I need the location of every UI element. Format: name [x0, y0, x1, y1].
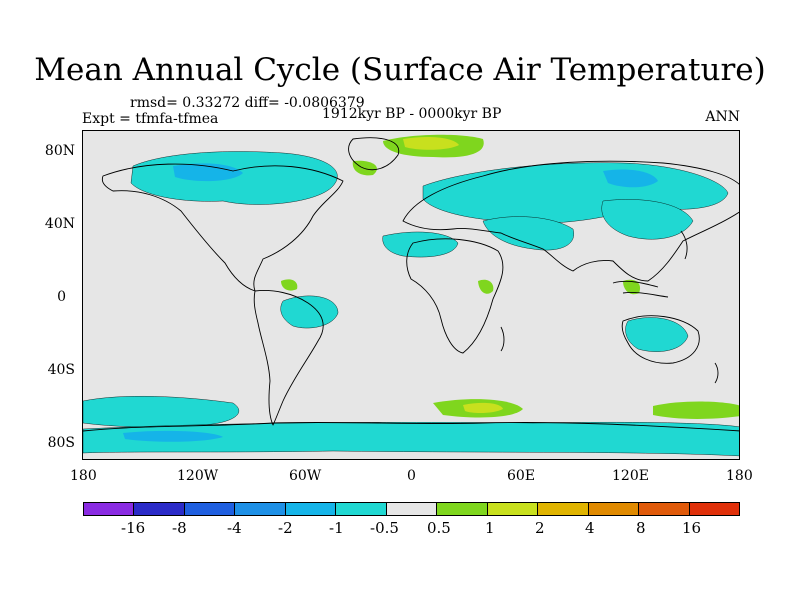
colorbar-segment-1 — [83, 502, 135, 516]
colorbar-label-1: -16 — [121, 519, 146, 537]
lon-tick-0: 0 — [407, 468, 416, 484]
anomaly-sahara — [382, 231, 459, 258]
period-label: 1912kyr BP - 0000kyr BP — [322, 106, 502, 122]
chart-title: Mean Annual Cycle (Surface Air Temperatu… — [34, 52, 766, 88]
warm-anomaly-south-pacific — [653, 401, 739, 419]
colorbar-segment-2 — [133, 502, 185, 516]
stats-line: rmsd= 0.33272 diff= -0.0806379 — [130, 95, 365, 111]
warm-anomaly-maritime — [623, 279, 641, 295]
colorbar-segment-4 — [234, 502, 286, 516]
strong-cool-antarctic — [123, 430, 223, 442]
coast-indonesia — [612, 280, 669, 298]
coast-australia — [621, 315, 700, 364]
lat-tick-0: 0 — [57, 289, 66, 305]
colorbar-label-2: -8 — [172, 519, 187, 537]
season-label: ANN — [705, 109, 740, 125]
strong-warm-arctic — [403, 137, 459, 150]
coast-africa — [406, 238, 504, 354]
coast-new-zealand — [714, 362, 719, 384]
coastlines — [83, 137, 739, 432]
coast-greenland — [348, 137, 400, 171]
strong-cool-regions — [123, 163, 658, 442]
map-plot-area — [82, 130, 740, 460]
coast-north-america — [101, 163, 344, 292]
experiment-label: Expt = tfmfa-tfmea — [82, 111, 219, 127]
colorbar-label-11: 8 — [636, 519, 646, 537]
lat-tick-40n: 40N — [44, 216, 75, 232]
colorbar-segment-9 — [486, 502, 539, 516]
strong-warm-south-indian — [463, 402, 503, 414]
coast-eurasia — [402, 160, 739, 282]
colorbar-segment-11 — [587, 502, 640, 516]
colorbar — [83, 502, 741, 516]
colorbar-label-12: 16 — [682, 519, 702, 537]
lon-tick-180e: 180 — [726, 468, 753, 484]
colorbar-segment-8 — [436, 502, 488, 516]
coast-south-america — [253, 290, 324, 426]
colorbar-segment-7 — [385, 502, 438, 516]
lon-tick-120e: 120E — [612, 468, 649, 484]
colorbar-label-10: 4 — [585, 519, 595, 537]
warm-anomaly-south-america — [281, 279, 298, 291]
coast-madagascar — [500, 326, 505, 352]
strong-cool-siberia — [603, 169, 658, 188]
warm-anomaly-central-africa — [478, 279, 494, 294]
colorbar-label-5: -1 — [329, 519, 344, 537]
lon-tick-60w: 60W — [289, 468, 322, 484]
colorbar-label-6: -0.5 — [370, 519, 399, 537]
strong-cool-arctic — [173, 163, 243, 182]
anomaly-australia — [625, 317, 689, 352]
map-svg — [83, 131, 739, 459]
lat-tick-40s: 40S — [47, 362, 75, 378]
lat-tick-80s: 80S — [47, 435, 75, 451]
lon-tick-180w: 180 — [70, 468, 97, 484]
colorbar-segment-10 — [537, 502, 589, 516]
colorbar-segment-13 — [688, 502, 741, 516]
colorbar-segment-6 — [335, 502, 387, 516]
colorbar-label-7: 0.5 — [427, 519, 451, 537]
anomaly-southern-ocean-west — [83, 396, 239, 428]
colorbar-segment-5 — [284, 502, 337, 516]
colorbar-label-3: -4 — [227, 519, 242, 537]
coast-japan — [680, 230, 688, 260]
strong-warm-regions — [403, 137, 503, 414]
anomaly-amazon — [280, 295, 339, 329]
colorbar-label-8: 1 — [485, 519, 495, 537]
anomaly-middle-east — [482, 216, 574, 251]
warm-anomaly-north-atlantic — [352, 160, 377, 176]
anomaly-arctic-canada — [130, 151, 338, 205]
colorbar-label-4: -2 — [278, 519, 293, 537]
lon-tick-60e: 60E — [507, 468, 536, 484]
colorbar-segment-3 — [183, 502, 236, 516]
coast-antarctica — [83, 421, 739, 432]
colorbar-segment-12 — [638, 502, 690, 516]
lat-tick-80n: 80N — [44, 143, 75, 159]
colorbar-label-9: 2 — [535, 519, 545, 537]
lon-tick-120w: 120W — [177, 468, 219, 484]
anomaly-east-asia — [601, 199, 694, 240]
